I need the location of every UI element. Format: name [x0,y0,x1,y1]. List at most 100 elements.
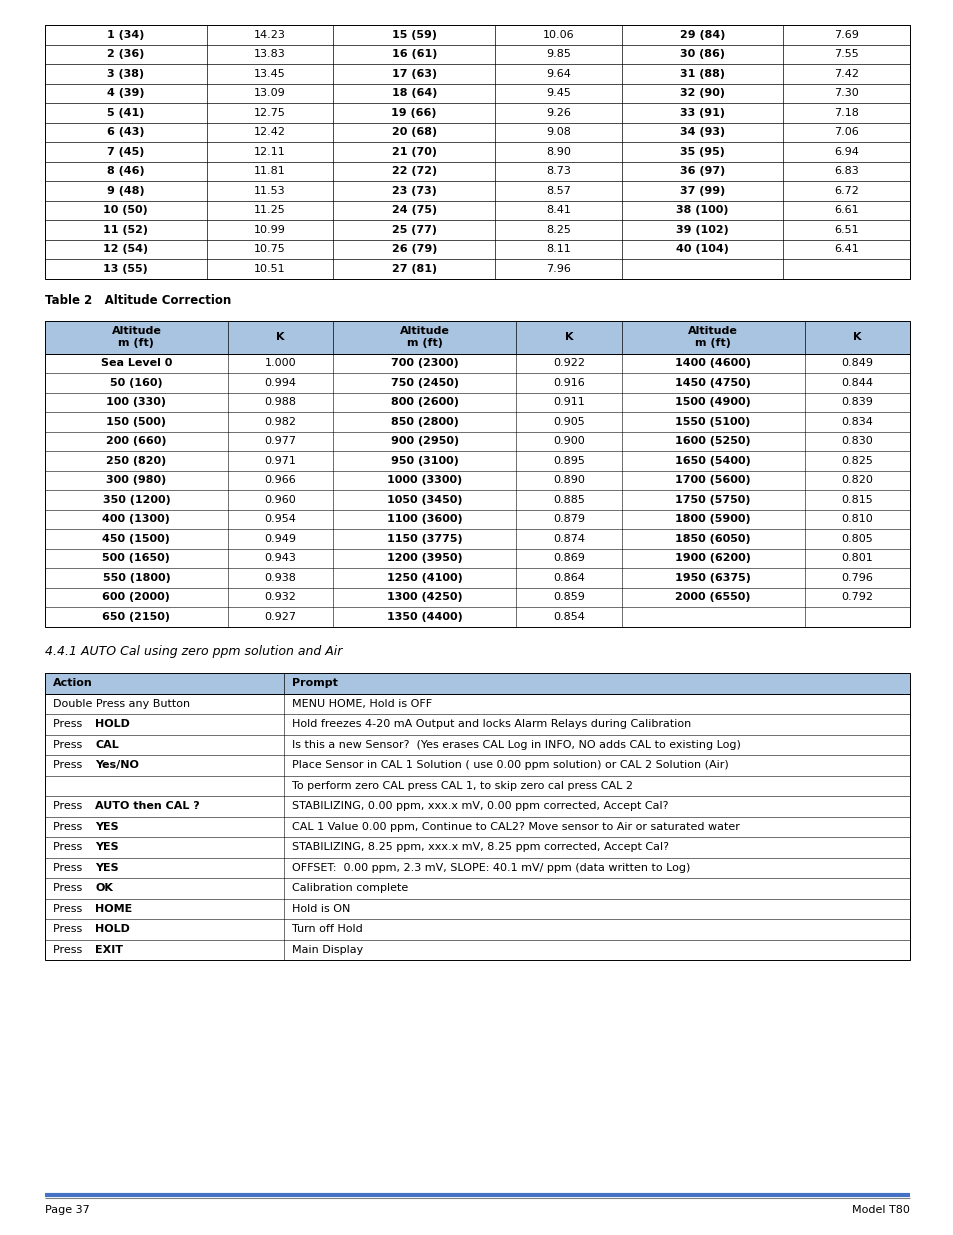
Text: 11 (52): 11 (52) [103,225,149,235]
Text: 750 (2450): 750 (2450) [391,378,458,388]
Text: Press: Press [53,842,86,852]
Text: Hold is ON: Hold is ON [292,904,350,914]
Text: 7.42: 7.42 [833,69,859,79]
Text: 200 (660): 200 (660) [106,436,167,446]
Text: 0.810: 0.810 [841,514,872,524]
Text: 0.916: 0.916 [553,378,584,388]
Text: 12.75: 12.75 [253,107,286,117]
Text: Press: Press [53,740,86,750]
Text: 0.982: 0.982 [264,416,296,427]
Text: 35 (95): 35 (95) [679,147,724,157]
Text: 4 (39): 4 (39) [107,88,145,99]
Text: 9.45: 9.45 [545,88,570,99]
Text: 0.879: 0.879 [553,514,584,524]
Text: 24 (75): 24 (75) [392,205,436,215]
Text: 17 (63): 17 (63) [392,69,436,79]
Text: 14.23: 14.23 [253,30,286,40]
Text: 0.971: 0.971 [264,456,296,466]
Text: 250 (820): 250 (820) [106,456,167,466]
Text: Main Display: Main Display [292,945,363,955]
Text: 0.885: 0.885 [553,495,584,505]
Text: 12.42: 12.42 [253,127,286,137]
Text: 36 (97): 36 (97) [679,167,724,177]
Text: Altitude: Altitude [687,326,738,336]
Text: 1800 (5900): 1800 (5900) [675,514,750,524]
Text: 0.796: 0.796 [841,573,872,583]
Text: 9 (48): 9 (48) [107,185,145,196]
Text: m (ft): m (ft) [406,338,442,348]
Text: 7 (45): 7 (45) [107,147,145,157]
Bar [45,673,909,694]
Text: Is this a new Sensor?  (Yes erases CAL Log in INFO, NO adds CAL to existing Log): Is this a new Sensor? (Yes erases CAL Lo… [292,740,740,750]
Text: 1550 (5100): 1550 (5100) [675,416,750,427]
Bar [45,353,909,626]
Text: 8.73: 8.73 [545,167,570,177]
Text: To perform zero CAL press CAL 1, to skip zero cal press CAL 2: To perform zero CAL press CAL 1, to skip… [292,781,633,790]
Text: 7.96: 7.96 [545,264,570,274]
Text: 10 (50): 10 (50) [103,205,148,215]
Bar [45,25,909,279]
Text: 1100 (3600): 1100 (3600) [387,514,462,524]
Text: 0.830: 0.830 [841,436,872,446]
Text: 1400 (4600): 1400 (4600) [675,358,750,368]
Bar [45,321,909,353]
Text: 20 (68): 20 (68) [392,127,436,137]
Text: 13.09: 13.09 [253,88,286,99]
Text: 34 (93): 34 (93) [679,127,724,137]
Text: 5 (41): 5 (41) [107,107,145,117]
Text: 18 (64): 18 (64) [391,88,436,99]
Text: 0.938: 0.938 [264,573,296,583]
Text: Page 37: Page 37 [45,1205,90,1215]
Text: 0.943: 0.943 [264,553,296,563]
Text: Prompt: Prompt [292,678,337,688]
Text: 500 (1650): 500 (1650) [102,553,171,563]
Text: STABILIZING, 8.25 ppm, xxx.x mV, 8.25 ppm corrected, Accept Cal?: STABILIZING, 8.25 ppm, xxx.x mV, 8.25 pp… [292,842,668,852]
Text: 8 (46): 8 (46) [107,167,145,177]
Text: 0.874: 0.874 [553,534,584,543]
Text: 0.905: 0.905 [553,416,584,427]
Text: 1450 (4750): 1450 (4750) [675,378,750,388]
Text: 550 (1800): 550 (1800) [102,573,171,583]
Text: MENU HOME, Hold is OFF: MENU HOME, Hold is OFF [292,699,432,709]
Text: 8.25: 8.25 [545,225,570,235]
Text: 11.25: 11.25 [253,205,286,215]
Bar [45,673,909,694]
Text: 3 (38): 3 (38) [107,69,144,79]
Text: 0.922: 0.922 [553,358,584,368]
Text: Place Sensor in CAL 1 Solution ( use 0.00 ppm solution) or CAL 2 Solution (Air): Place Sensor in CAL 1 Solution ( use 0.0… [292,761,728,771]
Text: 1950 (6375): 1950 (6375) [675,573,750,583]
Text: Table 2   Altitude Correction: Table 2 Altitude Correction [45,294,231,308]
Text: Press: Press [53,761,86,771]
Text: 10.51: 10.51 [253,264,286,274]
Text: Hold freezes 4-20 mA Output and locks Alarm Relays during Calibration: Hold freezes 4-20 mA Output and locks Al… [292,719,691,729]
Text: 700 (2300): 700 (2300) [391,358,458,368]
Text: OK: OK [95,883,113,893]
Text: CAL: CAL [95,740,119,750]
Text: Action: Action [53,678,92,688]
Text: 7.69: 7.69 [833,30,859,40]
Text: 1250 (4100): 1250 (4100) [387,573,462,583]
Text: 0.839: 0.839 [841,398,872,408]
Text: 850 (2800): 850 (2800) [391,416,458,427]
Text: 2 (36): 2 (36) [107,49,145,59]
Text: 23 (73): 23 (73) [392,185,436,196]
Text: Press: Press [53,883,86,893]
Text: 0.966: 0.966 [264,475,296,485]
Text: Press: Press [53,821,86,831]
Text: 9.26: 9.26 [545,107,570,117]
Text: YES: YES [95,821,119,831]
Text: 100 (330): 100 (330) [107,398,166,408]
Text: 300 (980): 300 (980) [106,475,167,485]
Text: Press: Press [53,924,86,934]
Text: 6.51: 6.51 [834,225,858,235]
Text: 950 (3100): 950 (3100) [391,456,458,466]
Text: 38 (100): 38 (100) [676,205,728,215]
Text: 30 (86): 30 (86) [679,49,724,59]
Text: 1000 (3300): 1000 (3300) [387,475,462,485]
Text: 1350 (4400): 1350 (4400) [387,611,462,621]
Text: 33 (91): 33 (91) [679,107,724,117]
Text: 1700 (5600): 1700 (5600) [675,475,750,485]
Text: Press: Press [53,719,86,729]
Text: STABILIZING, 0.00 ppm, xxx.x mV, 0.00 ppm corrected, Accept Cal?: STABILIZING, 0.00 ppm, xxx.x mV, 0.00 pp… [292,802,668,811]
Text: 40 (104): 40 (104) [676,245,728,254]
